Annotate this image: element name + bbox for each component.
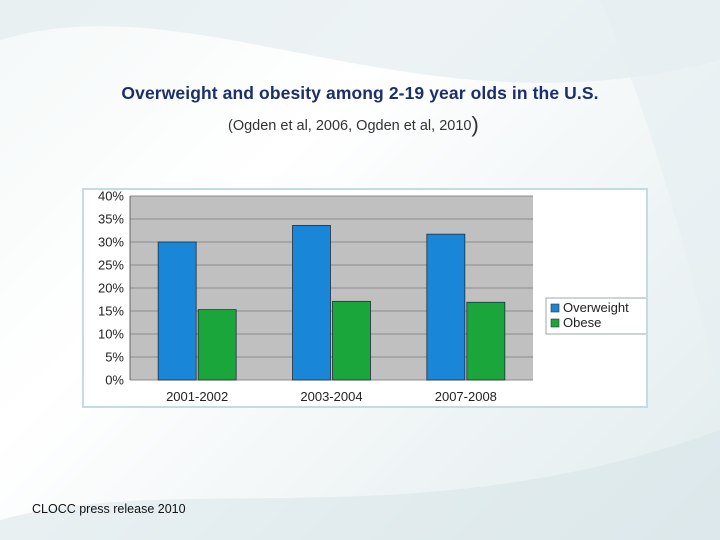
y-tick-label: 40%	[98, 190, 124, 204]
subtitle-close-paren: )	[471, 112, 479, 137]
bar-overweight-2003-2004	[292, 225, 331, 381]
y-tick-label: 20%	[98, 281, 124, 296]
slide-title: Overweight and obesity among 2-19 year o…	[121, 83, 599, 103]
legend-box	[545, 297, 646, 335]
chart-frame: 0% 5% 10% 15% 20% 25% 30% 35% 40% 2001-2002 2003-2…	[82, 188, 648, 408]
y-tick-label: 0%	[105, 373, 124, 388]
y-tick-label: 30%	[98, 235, 124, 250]
bar-overweight-2001-2002	[157, 241, 197, 381]
y-tick-label: 10%	[98, 327, 124, 342]
slide-subtitle: (Ogden et al, 2006, Ogden et al, 2010)	[228, 112, 479, 138]
y-tick-label: 15%	[98, 304, 124, 319]
x-tick-label: 2001-2002	[166, 389, 228, 404]
y-tick-label: 35%	[98, 212, 124, 227]
x-tick-label: 2007-2008	[435, 389, 497, 404]
legend-label: Overweight	[563, 300, 629, 315]
x-tick-label: 2003-2004	[300, 389, 362, 404]
legend-swatch	[550, 318, 560, 328]
bar-chart: 0% 5% 10% 15% 20% 25% 30% 35% 40% 2001-2002 2003-2…	[98, 190, 646, 404]
bar-overweight-2007-2008	[426, 233, 466, 381]
legend-swatch	[550, 303, 560, 313]
bar-obese-2001-2002	[197, 309, 237, 381]
subtitle-text: (Ogden et al, 2006, Ogden et al, 2010	[228, 118, 472, 134]
bar-obese-2003-2004	[332, 300, 371, 381]
bar-obese-2007-2008	[466, 301, 506, 381]
footer-source: CLOCC press release 2010	[32, 502, 186, 516]
y-tick-label: 5%	[105, 350, 124, 365]
legend-label: Obese	[563, 315, 601, 330]
y-tick-label: 25%	[98, 258, 124, 273]
